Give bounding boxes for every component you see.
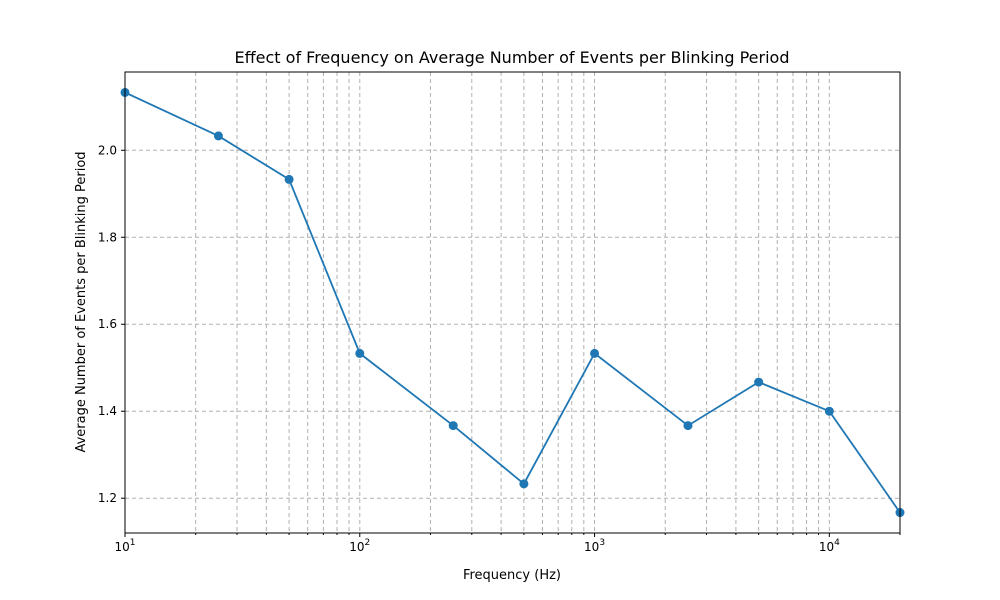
data-points (120, 87, 905, 518)
series-line-layer (124, 91, 901, 514)
data-point (355, 348, 365, 358)
y-tick-label: 1.8 (98, 230, 117, 244)
x-tick-label: 102 (349, 538, 370, 554)
plot-area-frame (124, 71, 901, 534)
y-tick-label: 1.4 (98, 404, 117, 418)
data-point (754, 377, 764, 387)
tick-labels: 1.2 1.4 1.6 1.8 2.0 101 102 103 104 (98, 143, 840, 554)
data-point (824, 406, 834, 416)
x-tick-label: 104 (819, 538, 840, 554)
x-tick-label: 101 (114, 538, 135, 554)
y-tick-label: 2.0 (98, 143, 117, 157)
series-line (124, 91, 901, 514)
data-point (448, 421, 458, 431)
chart-title: Effect of Frequency on Average Number of… (235, 48, 790, 67)
data-point (683, 421, 693, 431)
data-point (284, 174, 294, 184)
x-tick-label: 103 (584, 538, 605, 554)
data-point (590, 348, 600, 358)
axis-ticks (121, 149, 901, 537)
x-axis-label: Frequency (Hz) (463, 568, 561, 583)
data-point (519, 479, 529, 489)
y-tick-label: 1.2 (98, 491, 117, 505)
y-tick-label: 1.6 (98, 317, 117, 331)
y-axis-label: Average Number of Events per Blinking Pe… (74, 151, 89, 452)
data-point (213, 131, 223, 141)
grid-lines (124, 72, 901, 533)
